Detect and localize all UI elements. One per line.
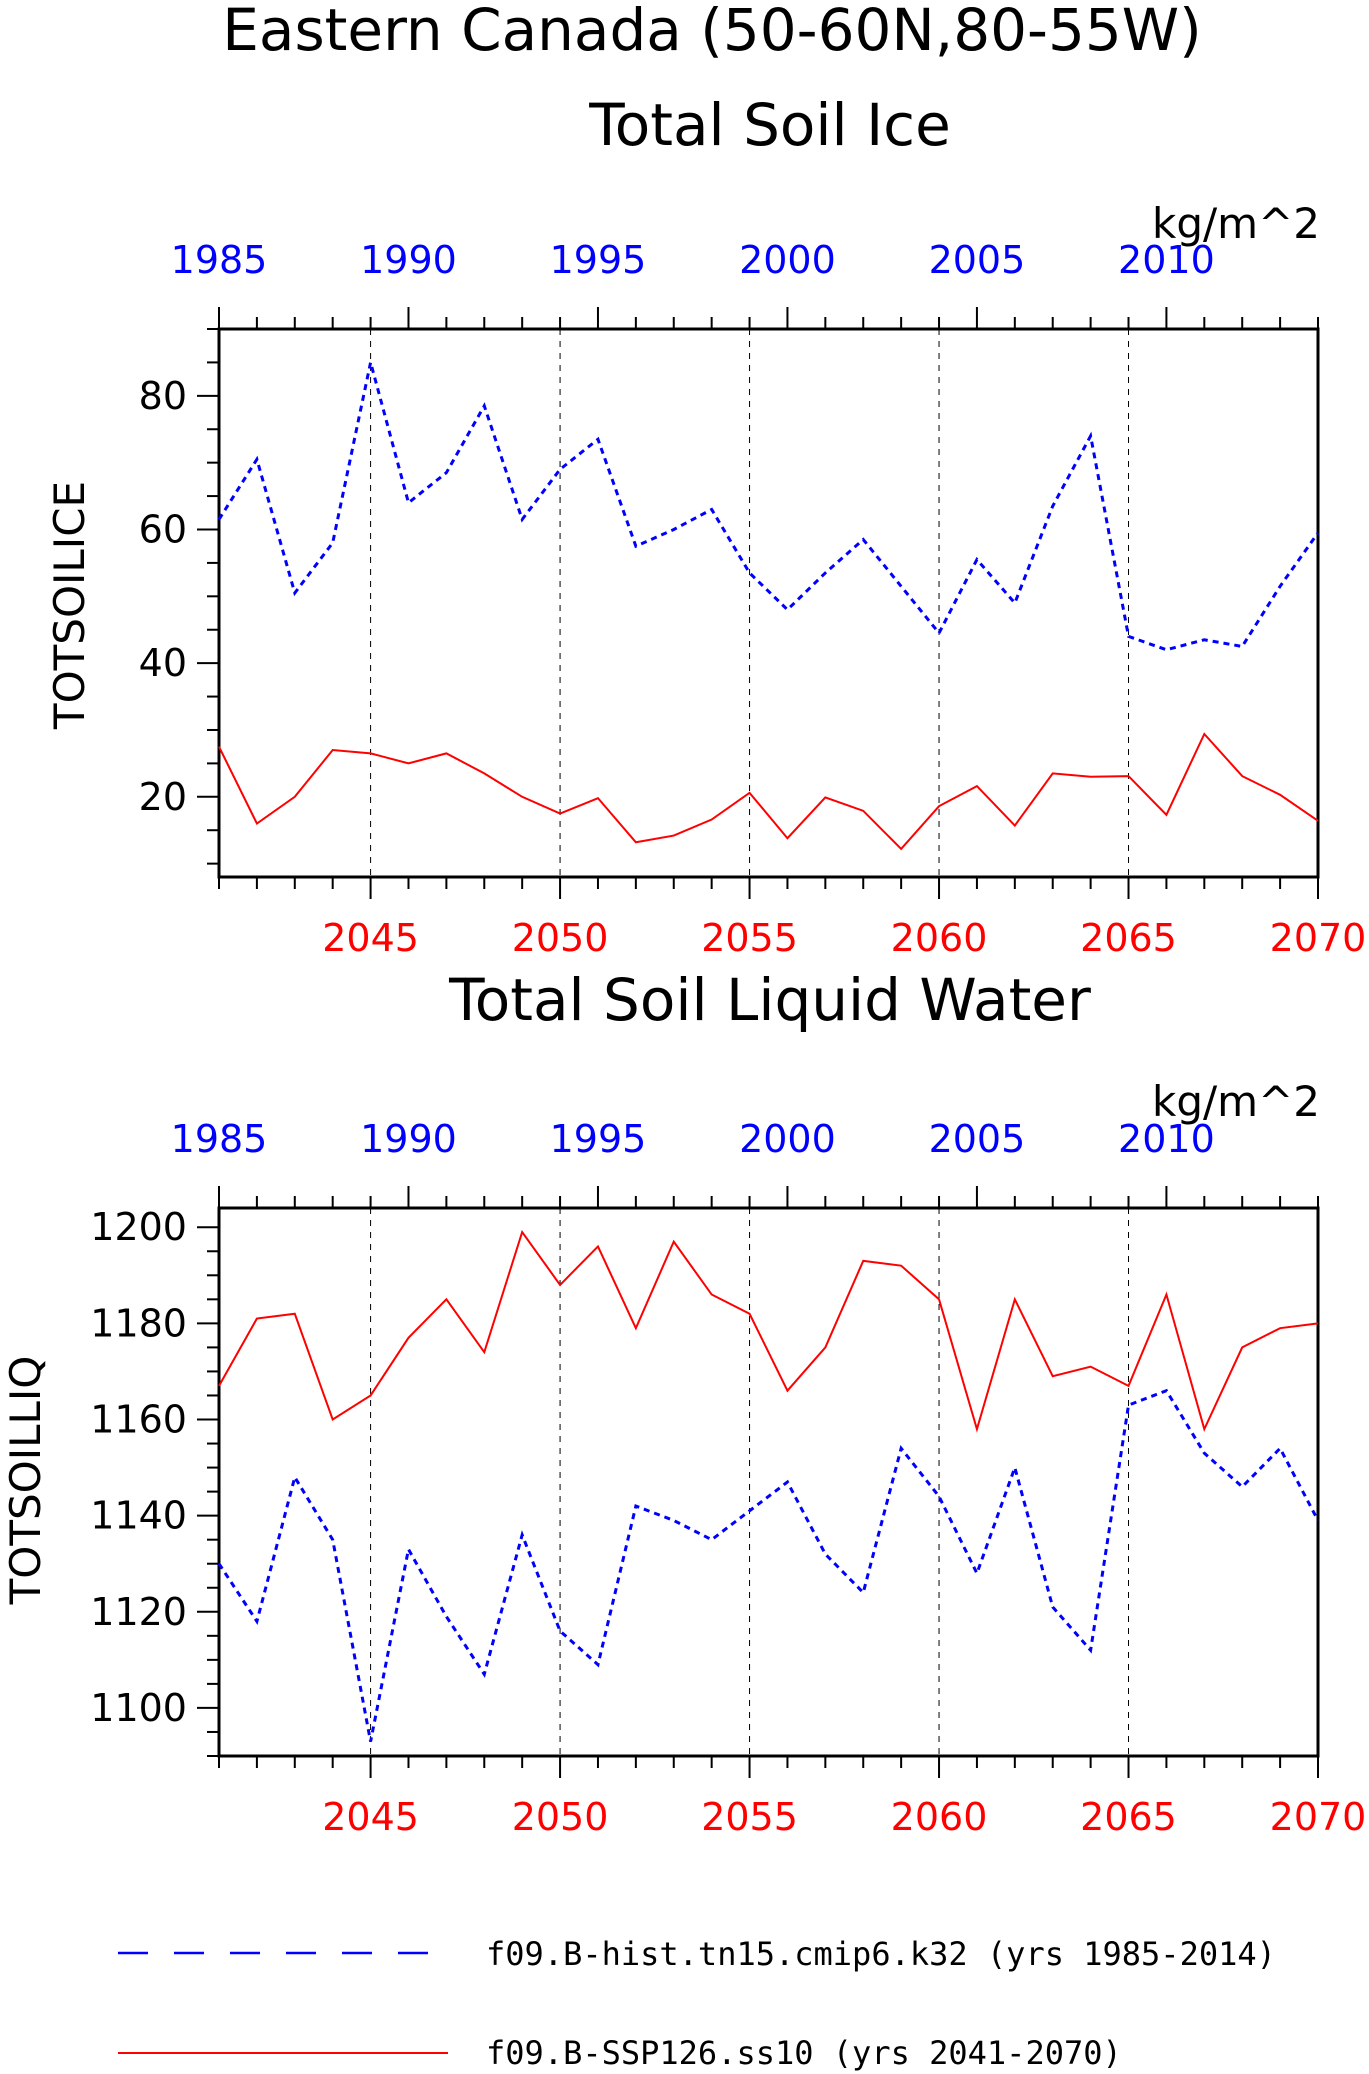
chart-2-title: Total Soil Liquid Water [448, 966, 1091, 1034]
chart-2-x-top-tick-label: 1990 [360, 1117, 457, 1161]
chart-2-x-bottom-tick-label: 2045 [322, 1795, 419, 1839]
chart-2-x-bottom-tick-label: 2060 [891, 1795, 988, 1839]
chart-1-x-bottom-tick-label: 2045 [322, 916, 419, 960]
chart-1-x-top-tick-label: 2010 [1118, 238, 1215, 282]
legend: f09.B-hist.tn15.cmip6.k32 (yrs 1985-2014… [118, 1935, 1276, 2072]
chart-2-x-top-tick-label: 2010 [1118, 1117, 1215, 1161]
chart-1-hist-series-line [217, 362, 1320, 652]
chart-2-x-top-tick-label: 1995 [550, 1117, 647, 1161]
chart-1-units: kg/m^2 [1152, 199, 1320, 248]
chart-2-y-tick-label: 1120 [90, 1590, 187, 1634]
chart-1-y-tick-label: 60 [139, 507, 187, 551]
chart-1-frame [217, 327, 1320, 879]
chart-1-ssp-series-line [218, 732, 1319, 851]
chart-2-x-bottom-tick-label: 2065 [1080, 1795, 1177, 1839]
chart-1-x-top-tick-label: 2000 [739, 238, 836, 282]
chart-1-x-top-tick-label: 1995 [550, 238, 647, 282]
chart-2-x-top-tick-label: 1985 [171, 1117, 268, 1161]
legend-hist-label: f09.B-hist.tn15.cmip6.k32 (yrs 1985-2014… [486, 1935, 1276, 1973]
chart-2-hist-series-line [217, 1388, 1320, 1742]
legend-ssp-label: f09.B-SSP126.ss10 (yrs 2041-2070) [486, 2034, 1122, 2072]
chart-2-x-top-tick-label: 2000 [739, 1117, 836, 1161]
chart-2-x-top-tick-label: 2005 [929, 1117, 1026, 1161]
chart-1-x-bottom-tick-label: 2070 [1270, 916, 1367, 960]
chart-1-x-top-tick-label: 2005 [929, 238, 1026, 282]
chart-1-x-bottom-tick-label: 2055 [701, 916, 798, 960]
chart-1-x-bottom-tick-label: 2060 [891, 916, 988, 960]
chart-1-ylabel: TOTSOILICE [45, 481, 94, 730]
chart-1-x-top-tick-label: 1985 [171, 238, 268, 282]
chart-2-x-bottom-tick-label: 2050 [512, 1795, 609, 1839]
chart-2-y-tick-label: 1160 [90, 1398, 187, 1442]
chart-2-y-tick-label: 1100 [90, 1686, 187, 1730]
chart-2-y-tick-label: 1140 [90, 1494, 187, 1538]
chart-1-title: Total Soil Ice [588, 91, 951, 159]
chart-1-x-bottom-tick-label: 2065 [1080, 916, 1177, 960]
chart-1-y-tick-label: 80 [139, 374, 187, 418]
chart-2-y-tick-label: 1200 [90, 1205, 187, 1249]
chart-2-y-tick-label: 1180 [90, 1301, 187, 1345]
chart-1-x-bottom-tick-label: 2050 [512, 916, 609, 960]
chart-1-y-tick-label: 40 [139, 641, 187, 685]
chart-2-plot: 2045 2050 2055 2060 2065 2070 1985 1990 1995 2000… [90, 1117, 1366, 1839]
chart-2-x-bottom-tick-label: 2055 [701, 1795, 798, 1839]
figure-title: Eastern Canada (50-60N,80-55W) [222, 0, 1202, 64]
chart-1-y-tick-label: 20 [139, 775, 187, 819]
chart-2-x-bottom-tick-label: 2070 [1270, 1795, 1367, 1839]
chart-1-x-top-tick-label: 1990 [360, 238, 457, 282]
chart-2-ylabel: TOTSOILLIQ [1, 1356, 50, 1606]
chart-2-ssp-series-line [218, 1229, 1319, 1433]
chart-2-units: kg/m^2 [1152, 1077, 1320, 1126]
chart-2-frame [217, 1206, 1320, 1758]
